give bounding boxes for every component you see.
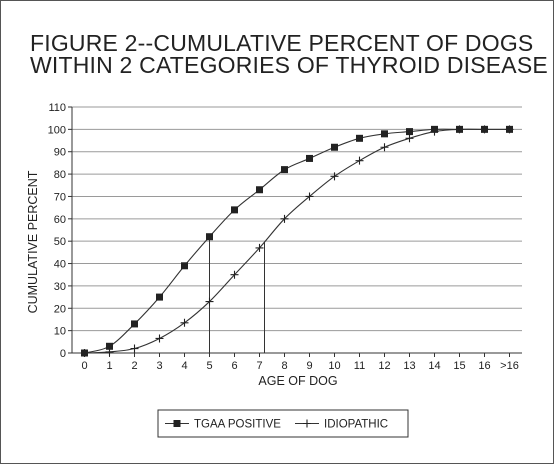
legend-entry: TGAA POSITIVE — [165, 419, 281, 431]
series-1 — [80, 125, 514, 357]
y-tick-label: 110 — [48, 102, 66, 114]
data-point-plus — [205, 297, 214, 306]
y-tick-label: 80 — [54, 169, 66, 181]
legend-marker-square — [173, 420, 181, 427]
data-point-plus — [505, 125, 514, 134]
x-tick-label: 7 — [256, 360, 262, 372]
data-point-plus — [380, 143, 389, 152]
x-tick-label: 15 — [453, 360, 465, 372]
data-point-plus — [180, 318, 189, 327]
data-point-square — [306, 154, 313, 162]
x-axis-label: AGE OF DOG — [258, 374, 337, 388]
reference-lines — [209, 236, 265, 353]
y-tick-label: 70 — [54, 191, 66, 203]
data-point-plus — [130, 344, 139, 353]
data-point-square — [181, 262, 188, 270]
data-point-square — [206, 233, 213, 241]
x-tick-label: 0 — [81, 360, 87, 372]
data-point-plus — [155, 334, 164, 343]
data-point-square — [131, 320, 138, 328]
data-point-plus — [80, 349, 89, 357]
data-point-square — [406, 128, 413, 136]
x-tick-label: 8 — [281, 360, 287, 372]
data-point-plus — [405, 134, 414, 143]
y-tick-label: 10 — [54, 326, 66, 338]
x-tick-label: >16 — [500, 360, 519, 372]
data-point-square — [281, 166, 288, 174]
data-point-plus — [230, 270, 239, 279]
data-point-square — [381, 130, 388, 138]
y-tick-label: 60 — [54, 214, 66, 226]
x-tick-label: 3 — [156, 360, 162, 372]
x-tick-label: 16 — [478, 360, 490, 372]
y-axis-label: CUMULATIVE PERCENT — [26, 170, 40, 313]
legend-entry: IDIOPATHIC — [295, 419, 388, 431]
y-tick-label: 100 — [48, 124, 66, 136]
x-tick-label: 4 — [181, 360, 187, 372]
data-point-plus — [355, 156, 364, 165]
data-point-plus — [105, 347, 114, 356]
data-point-square — [356, 134, 363, 142]
chart-title-line-1: FIGURE 2--CUMULATIVE PERCENT OF DOGS — [30, 30, 534, 56]
x-tick-label: 12 — [378, 360, 390, 372]
x-tick-label: 11 — [354, 360, 365, 372]
data-point-square — [256, 186, 263, 194]
x-tick-label: 10 — [328, 360, 340, 372]
x-tick-label: 1 — [106, 360, 112, 372]
data-point-square — [331, 143, 338, 151]
y-tick-label: 40 — [54, 259, 66, 271]
data-point-plus — [480, 125, 489, 134]
x-tick-label: 9 — [306, 360, 312, 372]
x-tick-labels: 0 1 2 3 4 5 6 7 8 9 10 11 12 13 14 15 16 >16 — [81, 353, 519, 372]
legend-label: IDIOPATHIC — [324, 419, 388, 431]
data-point-plus — [330, 172, 339, 181]
x-tick-label: 13 — [403, 360, 415, 372]
x-tick-label: 6 — [231, 360, 237, 372]
data-point-plus — [280, 214, 289, 223]
y-tick-labels: 0 10 20 30 40 50 60 70 80 90 100 110 — [48, 102, 72, 360]
axes — [71, 107, 522, 354]
data-point-plus — [305, 192, 314, 201]
data-point-plus — [255, 243, 264, 252]
data-point-plus — [430, 127, 439, 136]
grid-lines — [72, 106, 522, 332]
y-tick-label: 90 — [54, 147, 66, 159]
x-tick-label: 14 — [428, 360, 440, 372]
data-point-square — [156, 293, 163, 301]
y-tick-label: 20 — [54, 303, 66, 315]
legend-marker-plus — [303, 419, 311, 428]
data-point-square — [231, 206, 238, 214]
legend: TGAA POSITIVE IDIOPATHIC — [157, 409, 409, 438]
chart-title: FIGURE 2--CUMULATIVE PERCENT OF DOGS WIT… — [30, 30, 548, 78]
y-tick-label: 0 — [60, 348, 66, 360]
x-tick-label: 2 — [131, 360, 137, 372]
y-tick-label: 30 — [54, 281, 66, 293]
chart-title-line-2: WITHIN 2 CATEGORIES OF THYROID DISEASE — [30, 52, 548, 78]
legend-box — [157, 409, 409, 438]
data-point-square — [106, 342, 113, 350]
data-point-plus — [455, 125, 464, 134]
x-tick-label: 5 — [206, 360, 212, 372]
legend-label: TGAA POSITIVE — [194, 419, 281, 431]
y-tick-label: 50 — [54, 236, 66, 248]
series-layer — [80, 125, 514, 357]
